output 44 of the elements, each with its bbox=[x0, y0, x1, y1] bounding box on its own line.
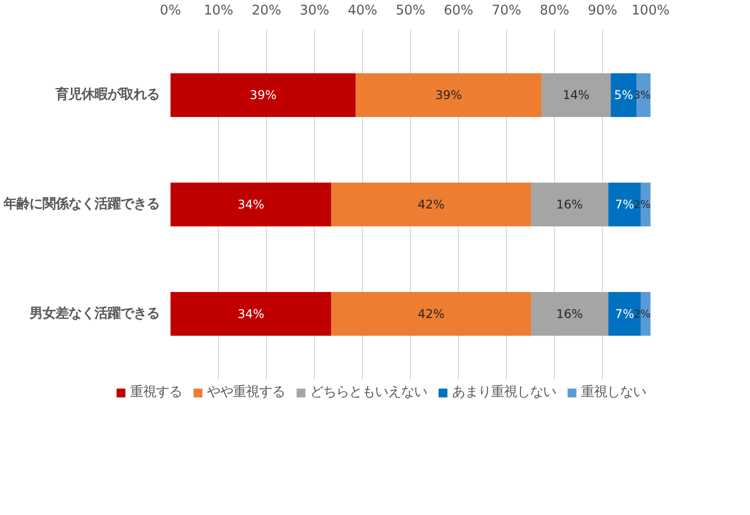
bar bbox=[331, 292, 531, 336]
bar bbox=[542, 73, 611, 117]
data-label: 3% bbox=[634, 88, 650, 102]
x-tick-label: 40% bbox=[348, 4, 378, 18]
bar bbox=[356, 73, 542, 117]
x-tick-label: 20% bbox=[252, 4, 282, 18]
legend-label: 重視しない bbox=[581, 384, 646, 401]
bar bbox=[170, 182, 332, 226]
x-tick-label: 70% bbox=[492, 4, 522, 18]
data-label: 39% bbox=[435, 88, 462, 102]
bar bbox=[530, 292, 608, 336]
y-tick-label: 育児休暇が取れる bbox=[54, 86, 160, 103]
data-label: 42% bbox=[418, 306, 444, 321]
x-tick-label: 90% bbox=[588, 4, 618, 18]
data-label: 5% bbox=[614, 88, 634, 102]
bar bbox=[331, 182, 531, 226]
legend-label: 重視する bbox=[130, 384, 182, 401]
data-label: 34% bbox=[238, 198, 264, 212]
data-label: 16% bbox=[556, 198, 583, 212]
data-label: 42% bbox=[418, 198, 444, 212]
bar bbox=[170, 292, 332, 336]
x-tick-label: 10% bbox=[204, 4, 234, 18]
x-tick-label: 0% bbox=[160, 4, 182, 18]
x-tick-label: 60% bbox=[444, 4, 474, 18]
bar bbox=[530, 182, 608, 226]
x-tick-label: 30% bbox=[300, 4, 330, 18]
data-label: 14% bbox=[562, 88, 590, 102]
legend-label: どちらともいえない bbox=[310, 384, 427, 401]
y-tick-label: 年齢に関係なく活躍できる bbox=[2, 197, 160, 212]
data-label: 2% bbox=[634, 198, 650, 211]
data-label: 34% bbox=[238, 306, 264, 321]
data-label: 2% bbox=[634, 307, 650, 320]
data-label: 7% bbox=[615, 306, 634, 321]
data-label: 7% bbox=[615, 198, 634, 212]
x-tick-label: 50% bbox=[396, 4, 426, 18]
x-tick-label: 100% bbox=[631, 4, 670, 18]
legend-label: あまり重視しない bbox=[452, 384, 556, 401]
x-tick-label: 80% bbox=[540, 4, 570, 18]
data-label: 16% bbox=[556, 306, 583, 321]
bar bbox=[170, 73, 356, 117]
y-tick-label: 男女差なく活躍できる bbox=[28, 306, 160, 322]
bar bbox=[636, 73, 650, 117]
data-label: 39% bbox=[250, 88, 276, 102]
legend-label: やや重視する bbox=[207, 384, 285, 401]
